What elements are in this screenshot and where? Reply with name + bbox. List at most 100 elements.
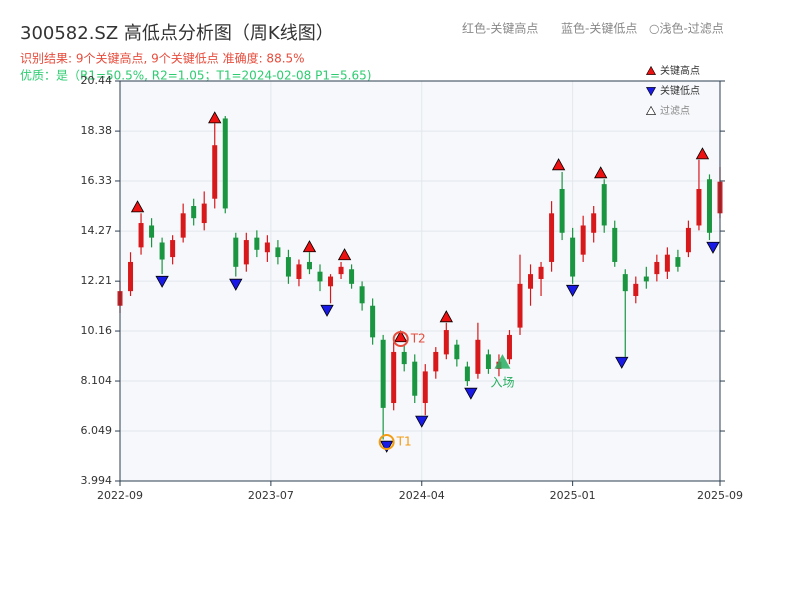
candle-body — [696, 188, 702, 226]
key-high-marker — [337, 248, 352, 261]
key-high-marker — [394, 330, 408, 343]
x-tick-label: 2024-04 — [399, 489, 445, 502]
annotation-ring — [392, 330, 409, 347]
candle-body — [191, 206, 197, 219]
candle-body — [338, 266, 344, 275]
candle-body — [222, 118, 228, 209]
y-tick-label: 6.049 — [81, 424, 113, 437]
candle-body — [433, 351, 439, 372]
key-low-marker — [706, 241, 720, 254]
candle-body — [349, 269, 355, 284]
key-low-marker — [155, 275, 169, 288]
y-tick-label: 16.33 — [81, 174, 113, 187]
candle-body — [559, 188, 565, 233]
candle-body — [654, 261, 660, 275]
x-tick-label: 2025-09 — [697, 489, 743, 502]
candle-body — [549, 213, 555, 262]
legend-marker — [645, 87, 657, 97]
candle-body — [233, 237, 239, 267]
candle-body — [643, 276, 649, 282]
candle-body — [285, 257, 291, 277]
candle-body — [528, 274, 534, 289]
legend-label: 过滤点 — [660, 104, 690, 117]
candle-body — [380, 339, 386, 408]
x-tick-label: 2025-01 — [550, 489, 596, 502]
legend-marker — [645, 65, 657, 75]
candle-body — [201, 203, 207, 224]
key-low-marker — [464, 387, 478, 400]
candle-body — [391, 351, 397, 404]
candle-body — [706, 179, 712, 233]
candle-body — [170, 240, 176, 258]
y-tick-label: 14.27 — [81, 224, 113, 237]
key-low-marker — [320, 304, 334, 317]
candle-body — [128, 261, 134, 292]
candle-body — [401, 351, 407, 365]
key-high-marker — [130, 200, 145, 213]
candle-body — [306, 261, 312, 270]
candle-body — [296, 264, 302, 279]
candle-body — [159, 242, 165, 260]
candle-body — [622, 274, 628, 292]
y-tick-label: 10.16 — [81, 324, 113, 337]
candle-body — [475, 339, 481, 374]
annotation-label: T2 — [410, 331, 426, 345]
key-high-marker — [439, 310, 453, 323]
candle-body — [685, 227, 691, 253]
candle-body — [485, 354, 491, 369]
candle-body — [601, 184, 607, 226]
candle-body — [328, 276, 334, 287]
entry-label: 入场 — [490, 376, 514, 390]
candle-body — [412, 361, 418, 396]
key-low-marker — [565, 284, 580, 297]
key-low-marker — [379, 440, 394, 453]
annotation-label: T1 — [396, 434, 412, 448]
quality-note: 优质：是（R1=50.5%, R2=1.05；T1=2024-02-08 P1=… — [20, 69, 371, 83]
candle-body — [422, 371, 428, 404]
candle-body — [570, 237, 576, 277]
candle-body — [180, 213, 186, 238]
key-high-marker — [551, 158, 566, 171]
key-low-marker — [615, 356, 629, 369]
legend-label: 关键低点 — [660, 84, 700, 97]
y-tick-label: 12.21 — [81, 274, 113, 287]
y-tick-label: 20.44 — [81, 74, 113, 87]
header-note: ○浅色-过滤点 — [649, 22, 724, 36]
candle-body — [317, 271, 323, 282]
y-tick-label: 18.38 — [81, 124, 113, 137]
candle-body — [243, 240, 249, 265]
legend-label: 关键高点 — [660, 64, 700, 77]
candle-body — [359, 286, 365, 304]
candle-body — [538, 266, 544, 279]
candle-body — [517, 283, 523, 328]
candle-body — [212, 145, 218, 199]
candle-body — [370, 305, 376, 338]
entry-marker — [494, 354, 511, 369]
key-high-marker — [208, 111, 222, 124]
x-tick-label: 2023-07 — [248, 489, 294, 502]
key-high-marker — [594, 166, 608, 179]
key-low-marker — [415, 415, 429, 428]
x-tick-label: 2022-09 — [97, 489, 143, 502]
candle-body — [664, 254, 670, 272]
candle-body — [454, 344, 460, 360]
header-note: 蓝色-关键低点 — [561, 22, 637, 36]
chart-title: 300582.SZ 高低点分析图（周K线图） — [20, 23, 334, 44]
candle-body — [264, 242, 270, 253]
annotation-ring — [378, 433, 395, 450]
candle-body — [149, 225, 155, 238]
candle-body — [443, 330, 449, 355]
key-low-marker — [229, 278, 243, 291]
key-high-marker — [695, 147, 710, 160]
y-tick-label: 3.994 — [81, 474, 113, 487]
candle-body — [254, 237, 260, 250]
key-high-marker — [302, 240, 317, 253]
candle-body — [275, 247, 281, 258]
candle-body — [612, 227, 618, 262]
candle-body — [138, 223, 144, 248]
y-tick-label: 8.104 — [81, 374, 113, 387]
subtitle: 识别结果: 9个关键高点, 9个关键低点 准确度: 88.5% — [20, 51, 305, 66]
legend-marker — [645, 105, 657, 115]
